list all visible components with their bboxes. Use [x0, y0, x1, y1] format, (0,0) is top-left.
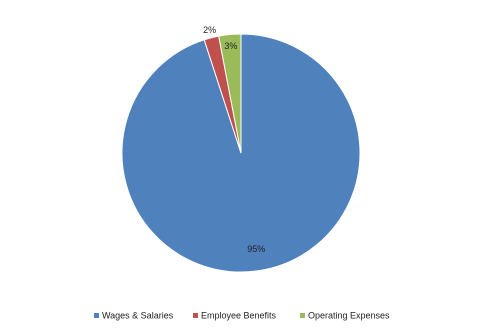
data-label: 3%: [224, 41, 237, 51]
data-label: 2%: [203, 25, 216, 35]
legend-label: Operating Expenses: [308, 310, 390, 320]
pie-slice: [218, 33, 242, 154]
legend-label: Employee Benefits: [201, 310, 277, 320]
legend-label: Wages & Salaries: [102, 310, 174, 320]
legend-swatch: [193, 313, 198, 318]
legend-swatch: [300, 313, 305, 318]
legend-swatch: [94, 313, 99, 318]
data-label: 95%: [247, 244, 265, 254]
